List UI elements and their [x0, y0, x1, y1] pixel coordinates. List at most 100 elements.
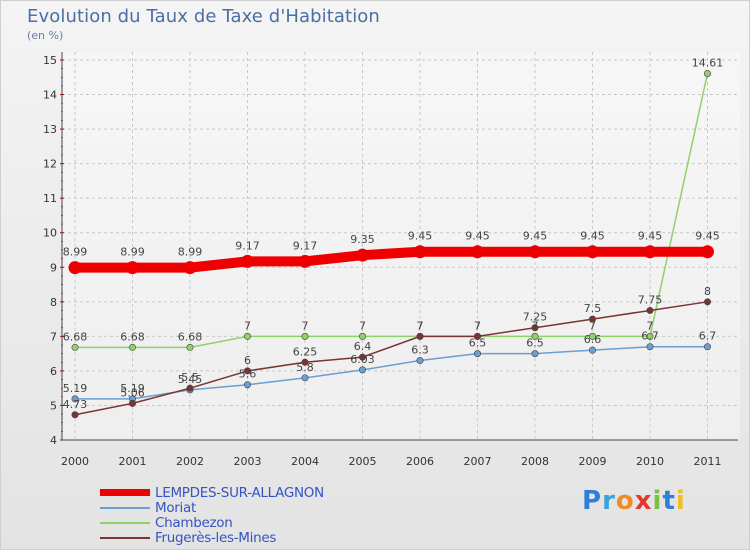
data-point [129, 399, 137, 407]
data-label: 5.8 [296, 361, 314, 374]
data-label: 9.45 [580, 230, 605, 243]
data-point [588, 332, 596, 340]
y-tick-label: 12 [43, 158, 57, 171]
data-label: 7 [417, 319, 424, 332]
data-label: 14.61 [692, 56, 724, 69]
data-point [703, 69, 711, 77]
data-label: 5.19 [120, 382, 145, 395]
y-tick-label: 8 [50, 296, 57, 309]
y-tick-label: 10 [43, 227, 57, 240]
data-label: 7.5 [584, 302, 602, 315]
data-point [646, 306, 654, 314]
data-label: 7 [474, 319, 481, 332]
logo-letter: t [662, 486, 676, 516]
data-point [126, 261, 139, 275]
data-label: 7 [589, 319, 596, 332]
data-point [183, 261, 197, 275]
x-tick-label: 2008 [521, 455, 549, 468]
data-point [358, 353, 366, 361]
data-point [71, 343, 79, 351]
x-tick-label: 2007 [464, 455, 492, 468]
data-label: 5.19 [63, 382, 88, 395]
data-label: 9.45 [523, 230, 548, 243]
data-point [586, 245, 599, 259]
y-tick-label: 9 [50, 261, 57, 274]
data-label: 5.06 [120, 386, 145, 399]
data-label: 7.75 [638, 293, 663, 306]
logo-letter: i [675, 486, 686, 516]
data-point [71, 411, 79, 419]
data-point [244, 381, 252, 389]
data-label: 7 [474, 319, 481, 332]
y-tick-label: 7 [50, 330, 57, 343]
data-label: 8.99 [120, 246, 145, 259]
data-label: 7 [302, 319, 309, 332]
chart-subtitle: (en %) [27, 29, 64, 42]
logo-letter: x [634, 486, 653, 516]
chart-title: Evolution du Taux de Taxe d'Habitation [27, 6, 380, 27]
data-point [528, 245, 542, 259]
data-label: 9.35 [350, 233, 375, 246]
legend-swatch [100, 537, 150, 539]
x-tick-label: 2003 [234, 455, 262, 468]
data-label: 7 [359, 319, 366, 332]
data-label: 6.5 [469, 337, 487, 350]
data-point [68, 261, 82, 275]
data-point [646, 332, 654, 340]
data-point [71, 395, 79, 403]
data-point [298, 254, 312, 268]
logo-letter: P [582, 486, 603, 516]
data-point [473, 350, 481, 358]
plot-area [62, 52, 740, 440]
data-label: 6.25 [293, 345, 318, 358]
legend-label: Frugerès-les-Mines [155, 530, 277, 546]
data-point [244, 367, 252, 375]
data-point [413, 245, 427, 259]
logo-letter: r [602, 486, 616, 516]
data-point [473, 332, 481, 340]
data-label: 7 [647, 319, 654, 332]
data-point [646, 343, 654, 351]
x-tick-label: 2004 [291, 455, 319, 468]
legend-swatch [100, 507, 150, 509]
y-tick-label: 13 [43, 123, 57, 136]
data-point [416, 357, 424, 365]
data-label: 9.45 [465, 230, 490, 243]
data-label: 6.7 [699, 330, 717, 343]
data-point [588, 346, 596, 354]
data-label: 6.68 [178, 330, 203, 343]
data-point [531, 324, 539, 332]
data-point [531, 350, 539, 358]
data-label: 8.99 [63, 246, 88, 259]
data-point [703, 343, 711, 351]
legend-swatch [100, 522, 150, 524]
data-point [416, 332, 424, 340]
data-point [703, 298, 711, 306]
data-label: 5.45 [178, 373, 203, 386]
series-line [74, 301, 709, 416]
data-label: 6 [244, 354, 251, 367]
y-tick-label: 4 [50, 434, 57, 447]
y-tick-label: 11 [43, 192, 57, 205]
data-label: 7 [532, 319, 539, 332]
data-label: 9.17 [293, 239, 318, 252]
data-label: 6.3 [411, 344, 429, 357]
data-point [588, 315, 596, 323]
y-tick-label: 14 [43, 89, 57, 102]
data-point [301, 358, 309, 366]
data-point [301, 332, 309, 340]
data-label: 9.45 [695, 230, 720, 243]
logo-letter: i [652, 486, 663, 516]
legend-swatch [100, 489, 150, 496]
data-label: 4.73 [63, 398, 88, 411]
data-label: 5.5 [181, 371, 199, 384]
data-point [301, 374, 309, 382]
data-label: 6.68 [120, 330, 145, 343]
x-tick-label: 2011 [694, 455, 722, 468]
data-label: 7 [417, 319, 424, 332]
data-label: 9.17 [235, 239, 260, 252]
x-tick-label: 2000 [61, 455, 89, 468]
series-line [70, 246, 713, 273]
